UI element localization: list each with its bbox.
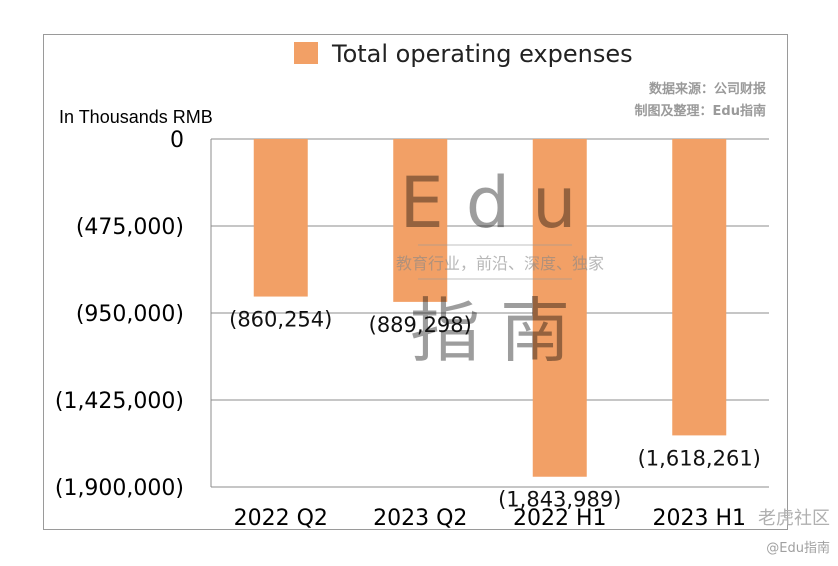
y-tick-label: (1,425,000): [55, 389, 184, 414]
x-axis-categories: 2022 Q2 2023 Q2 2022 H1 2023 H1: [234, 506, 746, 531]
data-label: (860,254): [229, 308, 332, 332]
data-label: (1,843,989): [498, 488, 621, 512]
source-line-2: 制图及整理：Edu指南: [635, 103, 766, 119]
unit-label: In Thousands RMB: [59, 107, 213, 127]
x-category-label: 2023 H1: [652, 506, 746, 531]
corner-handle: @Edu指南: [766, 540, 830, 556]
y-tick-label: 0: [170, 128, 184, 153]
data-label: (889,298): [369, 313, 472, 337]
watermark-zhinan: 指南: [410, 290, 590, 372]
bar-2022-h1: [532, 139, 587, 477]
watermark-tagline: 教育行业，前沿、深度、独家: [396, 254, 604, 273]
corner-watermark: 老虎社区 @Edu指南: [758, 508, 830, 556]
chart-frame: Total operating expenses 数据来源：公司财报 制图及整理…: [43, 34, 788, 531]
x-category-label: 2023 Q2: [373, 506, 467, 531]
data-labels: (860,254) (889,298) (1,843,989) (1,618,261): [229, 308, 761, 512]
legend-label: Total operating expenses: [331, 40, 633, 68]
bar-2023-h1: [672, 139, 727, 436]
x-category-label: 2022 H1: [513, 506, 607, 531]
corner-brand: 老虎社区: [758, 508, 830, 529]
y-tick-label: (1,900,000): [55, 476, 184, 501]
source-line-1: 数据来源：公司财报: [649, 81, 767, 97]
x-category-label: 2022 Q2: [234, 506, 328, 531]
y-tick-label: (475,000): [76, 215, 184, 240]
data-label: (1,618,261): [638, 446, 761, 470]
y-tick-label: (950,000): [76, 302, 184, 327]
legend-swatch: [294, 42, 318, 64]
y-axis-ticks: 0 (475,000) (950,000) (1,425,000) (1,900,000…: [55, 128, 184, 501]
watermark-edu: Edu: [399, 162, 598, 244]
bar-2023-q2: [393, 139, 448, 302]
bars: [253, 139, 727, 477]
bar-2022-q2: [253, 139, 308, 297]
bar-chart: Total operating expenses 数据来源：公司财报 制图及整理…: [55, 40, 769, 531]
